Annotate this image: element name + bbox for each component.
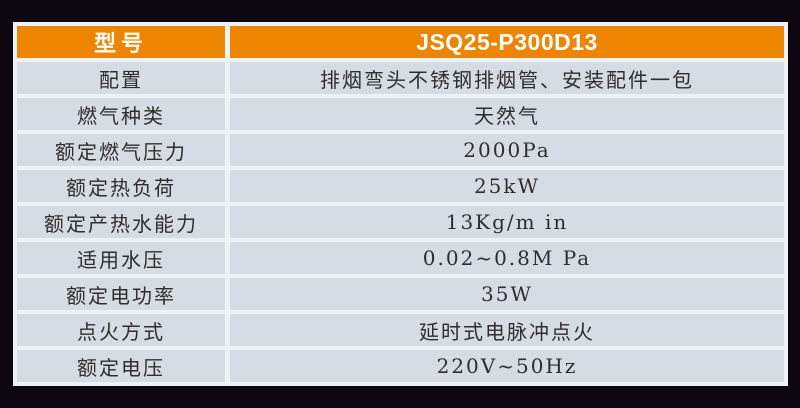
row-value: 排烟弯头不锈钢排烟管、安装配件一包 (230, 62, 784, 94)
row-label: 额定电压 (17, 350, 225, 382)
row-value: 25kW (230, 170, 784, 202)
table-row-rated-voltage: 额定电压 220V~50Hz (17, 350, 784, 382)
row-label: 额定燃气压力 (17, 134, 225, 166)
header-model-number: JSQ25-P300D13 (230, 26, 784, 58)
table-row-rated-electric-power: 额定电功率 35W (17, 278, 784, 310)
row-value: 13Kg/m in (230, 206, 784, 238)
row-label: 额定电功率 (17, 278, 225, 310)
table-row-ignition-method: 点火方式 延时式电脉冲点火 (17, 314, 784, 346)
header-model-label: 型号 (17, 26, 225, 58)
table-row-hot-water-capacity: 额定产热水能力 13Kg/m in (17, 206, 784, 238)
table-row-rated-heat-load: 额定热负荷 25kW (17, 170, 784, 202)
row-label: 适用水压 (17, 242, 225, 274)
table-header-row: 型号 JSQ25-P300D13 (17, 26, 784, 58)
row-value: 220V~50Hz (230, 350, 784, 382)
row-label: 额定产热水能力 (17, 206, 225, 238)
table-row-configuration: 配置 排烟弯头不锈钢排烟管、安装配件一包 (17, 62, 784, 94)
row-value: 天然气 (230, 98, 784, 130)
row-label: 点火方式 (17, 314, 225, 346)
row-value: 35W (230, 278, 784, 310)
row-value: 延时式电脉冲点火 (230, 314, 784, 346)
row-label: 额定热负荷 (17, 170, 225, 202)
table-row-gas-type: 燃气种类 天然气 (17, 98, 784, 130)
row-label: 配置 (17, 62, 225, 94)
spec-table: 型号 JSQ25-P300D13 配置 排烟弯头不锈钢排烟管、安装配件一包 燃气… (13, 22, 788, 386)
table-row-water-pressure: 适用水压 0.02~0.8M Pa (17, 242, 784, 274)
row-label: 燃气种类 (17, 98, 225, 130)
row-value: 0.02~0.8M Pa (230, 242, 784, 274)
table-row-rated-gas-pressure: 额定燃气压力 2000Pa (17, 134, 784, 166)
row-value: 2000Pa (230, 134, 784, 166)
